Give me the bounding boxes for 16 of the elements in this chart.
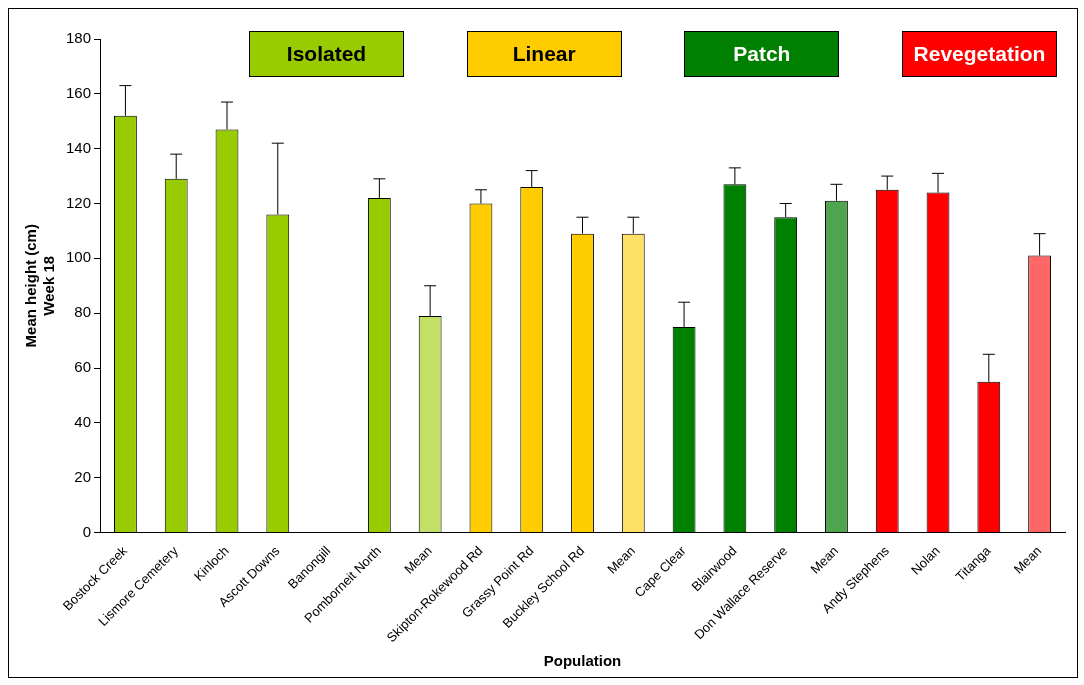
text: Linear bbox=[466, 31, 622, 77]
x-axis-title: Population bbox=[543, 652, 622, 670]
y-tick-label: 20 bbox=[74, 467, 92, 485]
text: Revegetation bbox=[901, 31, 1057, 77]
y-tick-label: 60 bbox=[74, 358, 92, 376]
y-tick-label: 180 bbox=[66, 29, 92, 47]
y-axis-title: Mean height (cm) Week 18 bbox=[22, 224, 58, 348]
y-tick-label: 100 bbox=[66, 248, 92, 266]
text: Isolated bbox=[249, 31, 404, 77]
y-tick-label: 40 bbox=[74, 412, 92, 430]
y-tick-label: 0 bbox=[82, 522, 92, 540]
text: Patch bbox=[684, 31, 840, 77]
y-tick-label: 160 bbox=[66, 83, 92, 101]
y-tick-label: 80 bbox=[74, 303, 92, 321]
y-tick-label: 120 bbox=[66, 193, 92, 211]
y-tick-label: 140 bbox=[66, 138, 92, 156]
